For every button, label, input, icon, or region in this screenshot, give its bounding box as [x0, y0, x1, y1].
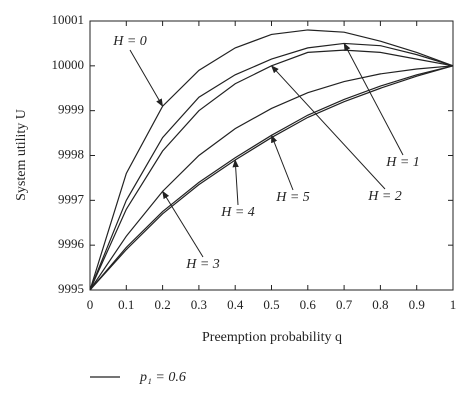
- series-line: [89, 65, 454, 291]
- x-tick-label: 0.4: [227, 297, 244, 312]
- series-label: H = 5: [275, 190, 310, 205]
- y-tick-label: 10000: [52, 57, 85, 72]
- y-tick-label: 9999: [58, 102, 84, 117]
- x-tick-label: 0.6: [300, 297, 317, 312]
- x-tick-label: 0.7: [336, 297, 353, 312]
- series-label: H = 0: [112, 34, 147, 49]
- series-label: H = 3: [185, 257, 220, 272]
- annotation-arrow: [129, 49, 164, 107]
- x-tick-label: 0: [87, 297, 94, 312]
- y-tick-label: 9997: [58, 191, 85, 206]
- y-tick-label: 9998: [58, 146, 84, 161]
- y-tick-label: 9996: [58, 236, 85, 251]
- annotation-arrow: [162, 190, 204, 258]
- series-line: [89, 42, 454, 291]
- legend-label: p₁ = 0.6: [139, 370, 186, 385]
- annotation-arrow: [343, 42, 404, 156]
- annotation-arrow: [270, 65, 386, 190]
- x-tick-label: 0.2: [154, 297, 170, 312]
- x-axis-label: Preemption probability q: [202, 330, 342, 345]
- x-tick-label: 0.8: [372, 297, 388, 312]
- y-axis-label: System utility U: [14, 109, 29, 201]
- annotation-arrow: [232, 159, 239, 206]
- annotation-arrow: [271, 134, 294, 191]
- x-tick-label: 0.3: [191, 297, 207, 312]
- series-label: H = 2: [367, 189, 402, 204]
- series-label: H = 1: [385, 155, 420, 170]
- series-line: [89, 65, 454, 291]
- y-tick-label: 10001: [52, 12, 85, 27]
- x-tick-label: 0.9: [409, 297, 425, 312]
- series-line: [89, 29, 454, 291]
- series-line: [89, 65, 454, 291]
- x-tick-label: 0.5: [263, 297, 279, 312]
- x-tick-label: 1: [450, 297, 457, 312]
- series-label: H = 4: [220, 205, 255, 220]
- y-tick-label: 9995: [58, 281, 84, 296]
- x-tick-label: 0.1: [118, 297, 134, 312]
